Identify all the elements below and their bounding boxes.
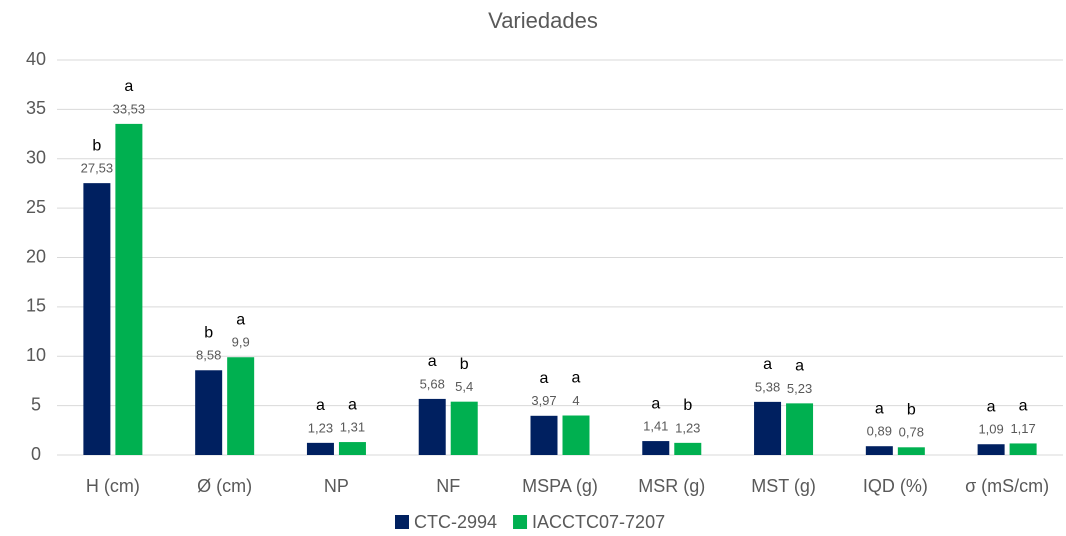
significance-letter: b (92, 137, 101, 154)
significance-letter: a (763, 356, 772, 373)
significance-letter: a (572, 370, 581, 387)
bar (306, 442, 334, 455)
bar (530, 415, 558, 455)
significance-letter: a (316, 397, 325, 414)
x-tick-label: MST (g) (751, 476, 816, 496)
significance-letter: a (540, 370, 549, 387)
value-label: 9,9 (232, 335, 250, 350)
bar (897, 447, 925, 455)
value-label: 1,09 (978, 422, 1003, 437)
significance-letter: a (348, 396, 357, 413)
value-label: 27,53 (81, 161, 114, 176)
value-label: 4 (572, 393, 579, 408)
significance-letter: a (875, 400, 884, 417)
legend-label: IACCTC07-7207 (532, 512, 665, 532)
bar (418, 398, 446, 455)
bar (642, 441, 670, 455)
y-tick-label: 35 (26, 98, 46, 118)
y-tick-label: 25 (26, 197, 46, 217)
y-tick-label: 15 (26, 296, 46, 316)
significance-letter: b (204, 324, 213, 341)
bar (450, 401, 478, 455)
legend-label: CTC-2994 (414, 512, 497, 532)
x-tick-label: MSR (g) (638, 476, 705, 496)
x-tick-label: NF (436, 476, 460, 496)
y-tick-label: 0 (31, 444, 41, 464)
bar (786, 403, 814, 455)
significance-letter: a (428, 353, 437, 370)
x-tick-label: H (cm) (86, 476, 140, 496)
x-tick-label: MSPA (g) (522, 476, 598, 496)
significance-letter: b (683, 397, 692, 414)
significance-letter: a (795, 358, 804, 375)
bar (1009, 443, 1037, 455)
value-label: 1,31 (340, 420, 365, 435)
x-tick-label: σ (mS/cm) (965, 476, 1049, 496)
value-label: 1,23 (675, 420, 700, 435)
value-label: 5,38 (755, 379, 780, 394)
significance-letter: b (907, 402, 916, 419)
value-label: 1,41 (643, 419, 668, 434)
bar (977, 444, 1005, 455)
bar (115, 123, 143, 456)
x-tick-label: IQD (%) (863, 476, 928, 496)
y-tick-label: 30 (26, 148, 46, 168)
value-label: 5,23 (787, 381, 812, 396)
significance-letter: b (460, 356, 469, 373)
value-label: 0,89 (867, 424, 892, 439)
x-tick-label: NP (324, 476, 349, 496)
y-tick-label: 10 (26, 345, 46, 365)
value-label: 1,17 (1010, 421, 1035, 436)
bar (338, 442, 366, 455)
bar (754, 401, 782, 455)
value-label: 5,4 (455, 379, 473, 394)
significance-letter: a (236, 311, 245, 328)
significance-letter: a (1019, 398, 1028, 415)
value-label: 3,97 (531, 393, 556, 408)
value-label: 1,23 (308, 420, 333, 435)
bar (227, 357, 255, 455)
legend-swatch (395, 515, 409, 529)
legend-swatch (513, 515, 528, 529)
value-label: 33,53 (113, 101, 146, 116)
bar (674, 442, 702, 455)
chart-title: Variedades (488, 8, 598, 33)
bar (83, 183, 111, 456)
bar (562, 415, 590, 455)
value-label: 0,78 (899, 425, 924, 440)
bar (195, 370, 223, 455)
significance-letter: a (651, 395, 660, 412)
y-tick-label: 20 (26, 246, 46, 266)
significance-letter: a (124, 78, 133, 95)
significance-letter: a (987, 398, 996, 415)
x-tick-label: Ø (cm) (197, 476, 252, 496)
y-tick-label: 40 (26, 49, 46, 69)
y-tick-label: 5 (31, 394, 41, 414)
bar (865, 446, 893, 455)
value-label: 5,68 (420, 376, 445, 391)
value-label: 8,58 (196, 348, 221, 363)
